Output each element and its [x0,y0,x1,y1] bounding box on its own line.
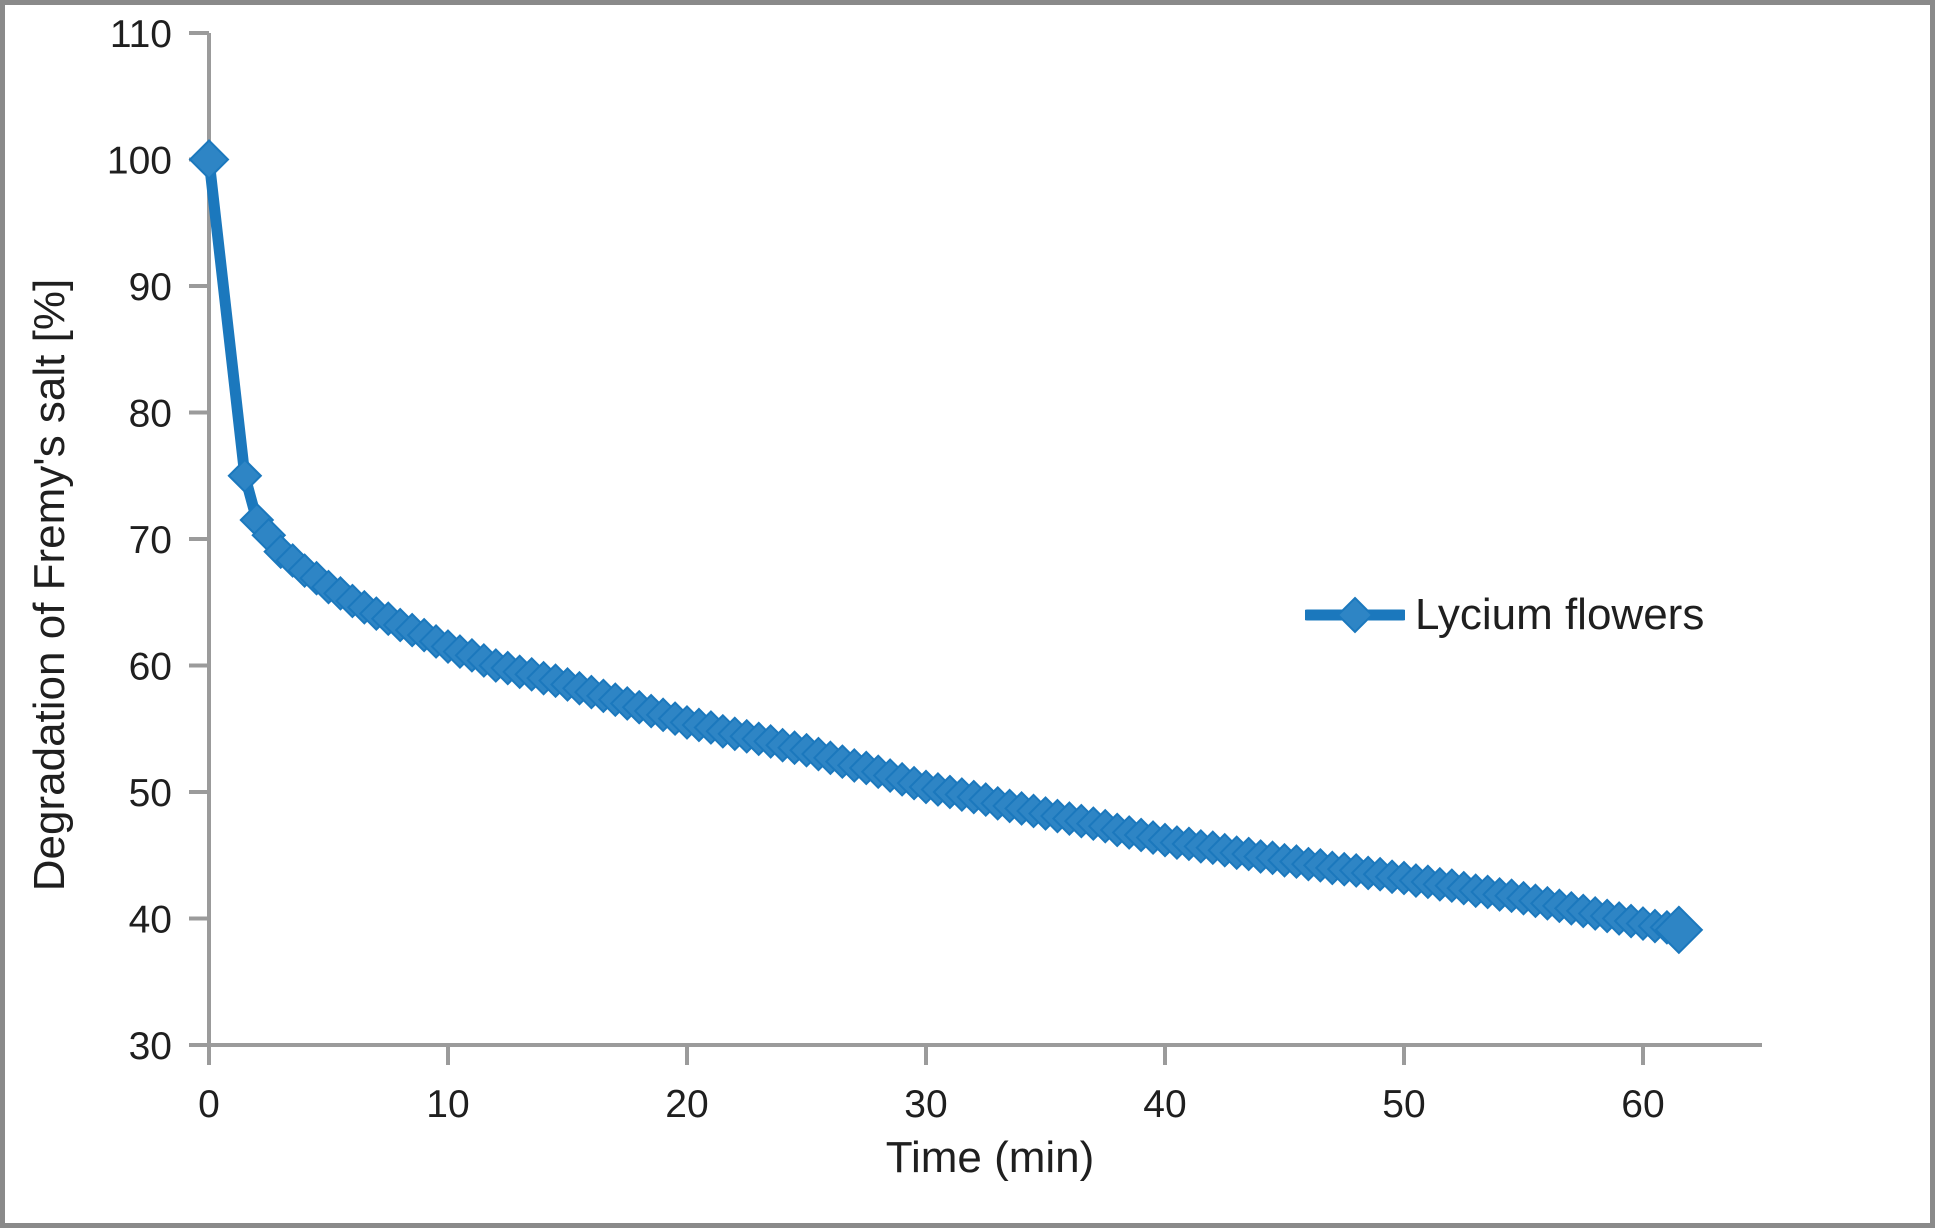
y-tick-label: 90 [129,266,172,309]
legend: Lycium flowers [1305,583,1704,647]
x-tick-label: 40 [1143,1083,1186,1126]
y-tick-label: 30 [129,1025,172,1068]
legend-line-marker-icon [1305,596,1405,634]
data-point-marker [227,458,263,494]
y-tick-label: 80 [129,393,172,436]
y-tick-label: 40 [129,899,172,942]
x-tick-label: 0 [198,1083,220,1126]
y-tick-label: 110 [110,13,172,56]
x-axis-title: Time (min) [885,1133,1095,1182]
x-tick-label: 50 [1382,1083,1425,1126]
legend-diamond-marker [1336,596,1374,634]
legend-label: Lycium flowers [1415,590,1705,639]
series-line [203,154,1685,936]
y-axis-title: Degradation of Fremy's salt [%] [25,278,74,892]
y-tick-label: 50 [129,772,172,815]
plot-area: 30 40 50 60 70 80 90 100 110 0 10 20 30 40 50 60 [107,13,1762,1126]
x-tick-label: 30 [904,1083,947,1126]
y-tick-label: 100 [107,140,172,183]
y-tick-label: 60 [129,646,172,689]
x-tick-label: 60 [1621,1083,1664,1126]
data-point-marker [1654,905,1704,955]
x-tick-label: 20 [665,1083,708,1126]
y-tick-label: 70 [129,519,172,562]
x-tick-label: 10 [426,1083,469,1126]
data-point-marker [188,139,230,180]
